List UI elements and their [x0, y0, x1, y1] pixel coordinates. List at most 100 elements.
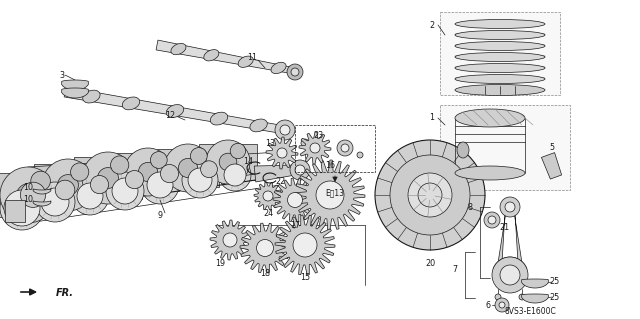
Circle shape [41, 188, 69, 216]
Circle shape [500, 265, 520, 285]
Circle shape [219, 159, 251, 191]
Circle shape [277, 148, 287, 158]
Circle shape [499, 302, 505, 308]
Text: 21: 21 [499, 224, 509, 233]
Text: 25: 25 [550, 278, 560, 286]
Circle shape [17, 184, 39, 206]
Circle shape [77, 183, 103, 209]
Text: 20: 20 [425, 258, 435, 268]
Circle shape [341, 144, 349, 152]
Polygon shape [157, 149, 219, 187]
Circle shape [357, 152, 363, 158]
Circle shape [20, 182, 45, 207]
Circle shape [150, 152, 167, 168]
Text: 10: 10 [23, 183, 33, 192]
Polygon shape [0, 173, 65, 218]
Circle shape [188, 168, 212, 192]
Circle shape [90, 175, 109, 194]
Circle shape [291, 68, 299, 76]
Text: 15: 15 [300, 273, 310, 283]
Text: 8: 8 [467, 203, 472, 211]
Circle shape [492, 257, 528, 293]
Circle shape [519, 294, 525, 300]
Circle shape [337, 140, 353, 156]
Text: 16: 16 [325, 160, 335, 169]
Polygon shape [254, 182, 282, 210]
Polygon shape [514, 212, 522, 263]
Ellipse shape [455, 75, 545, 84]
Circle shape [223, 233, 237, 247]
Circle shape [71, 177, 109, 215]
Polygon shape [522, 294, 548, 303]
Circle shape [31, 171, 51, 191]
Circle shape [301, 139, 309, 147]
Circle shape [161, 165, 179, 183]
Circle shape [42, 159, 94, 211]
Ellipse shape [455, 41, 545, 50]
Circle shape [287, 192, 303, 207]
Circle shape [179, 159, 198, 178]
Ellipse shape [83, 90, 100, 103]
Polygon shape [61, 80, 88, 90]
Text: 14: 14 [243, 158, 253, 167]
Polygon shape [273, 178, 317, 222]
Circle shape [141, 166, 179, 204]
Polygon shape [295, 160, 365, 230]
Text: 18: 18 [260, 269, 270, 278]
Polygon shape [200, 145, 257, 180]
Circle shape [280, 125, 290, 135]
Circle shape [263, 191, 273, 201]
Text: 8VS3-E1600C: 8VS3-E1600C [504, 308, 556, 316]
Circle shape [488, 216, 496, 224]
Text: 9: 9 [157, 211, 163, 219]
Text: 6: 6 [486, 300, 490, 309]
Circle shape [495, 298, 509, 312]
Circle shape [505, 202, 515, 212]
Ellipse shape [250, 119, 268, 132]
Circle shape [82, 152, 134, 204]
Text: 5: 5 [549, 144, 555, 152]
Circle shape [182, 162, 218, 198]
Circle shape [408, 173, 452, 217]
Circle shape [257, 240, 273, 256]
Circle shape [275, 120, 295, 140]
Circle shape [295, 235, 315, 255]
Text: 24: 24 [263, 209, 273, 218]
Circle shape [418, 183, 442, 207]
Circle shape [310, 143, 320, 153]
Circle shape [55, 180, 75, 200]
Text: 13: 13 [265, 138, 275, 147]
Polygon shape [33, 201, 51, 206]
Circle shape [112, 178, 138, 204]
Polygon shape [5, 200, 25, 222]
Polygon shape [156, 40, 301, 75]
Polygon shape [33, 189, 51, 194]
Text: 1: 1 [429, 114, 435, 122]
Polygon shape [74, 157, 142, 199]
Circle shape [200, 161, 218, 178]
Circle shape [206, 140, 250, 184]
Ellipse shape [455, 166, 525, 180]
Circle shape [290, 160, 310, 180]
Text: 19: 19 [215, 258, 225, 268]
Text: 7: 7 [452, 265, 458, 275]
Ellipse shape [455, 53, 545, 62]
Ellipse shape [204, 50, 219, 61]
Circle shape [111, 156, 129, 174]
Circle shape [316, 181, 344, 209]
Circle shape [390, 155, 470, 235]
Circle shape [97, 167, 118, 189]
Circle shape [224, 164, 246, 186]
Polygon shape [498, 212, 506, 263]
Circle shape [495, 294, 501, 300]
Ellipse shape [455, 31, 545, 40]
Polygon shape [275, 215, 335, 275]
Ellipse shape [455, 63, 545, 72]
Ellipse shape [455, 85, 545, 95]
Text: FR.: FR. [56, 288, 74, 298]
Circle shape [0, 167, 56, 223]
Circle shape [70, 163, 89, 181]
Text: 12: 12 [165, 110, 175, 120]
Circle shape [293, 233, 317, 257]
Circle shape [164, 144, 212, 192]
